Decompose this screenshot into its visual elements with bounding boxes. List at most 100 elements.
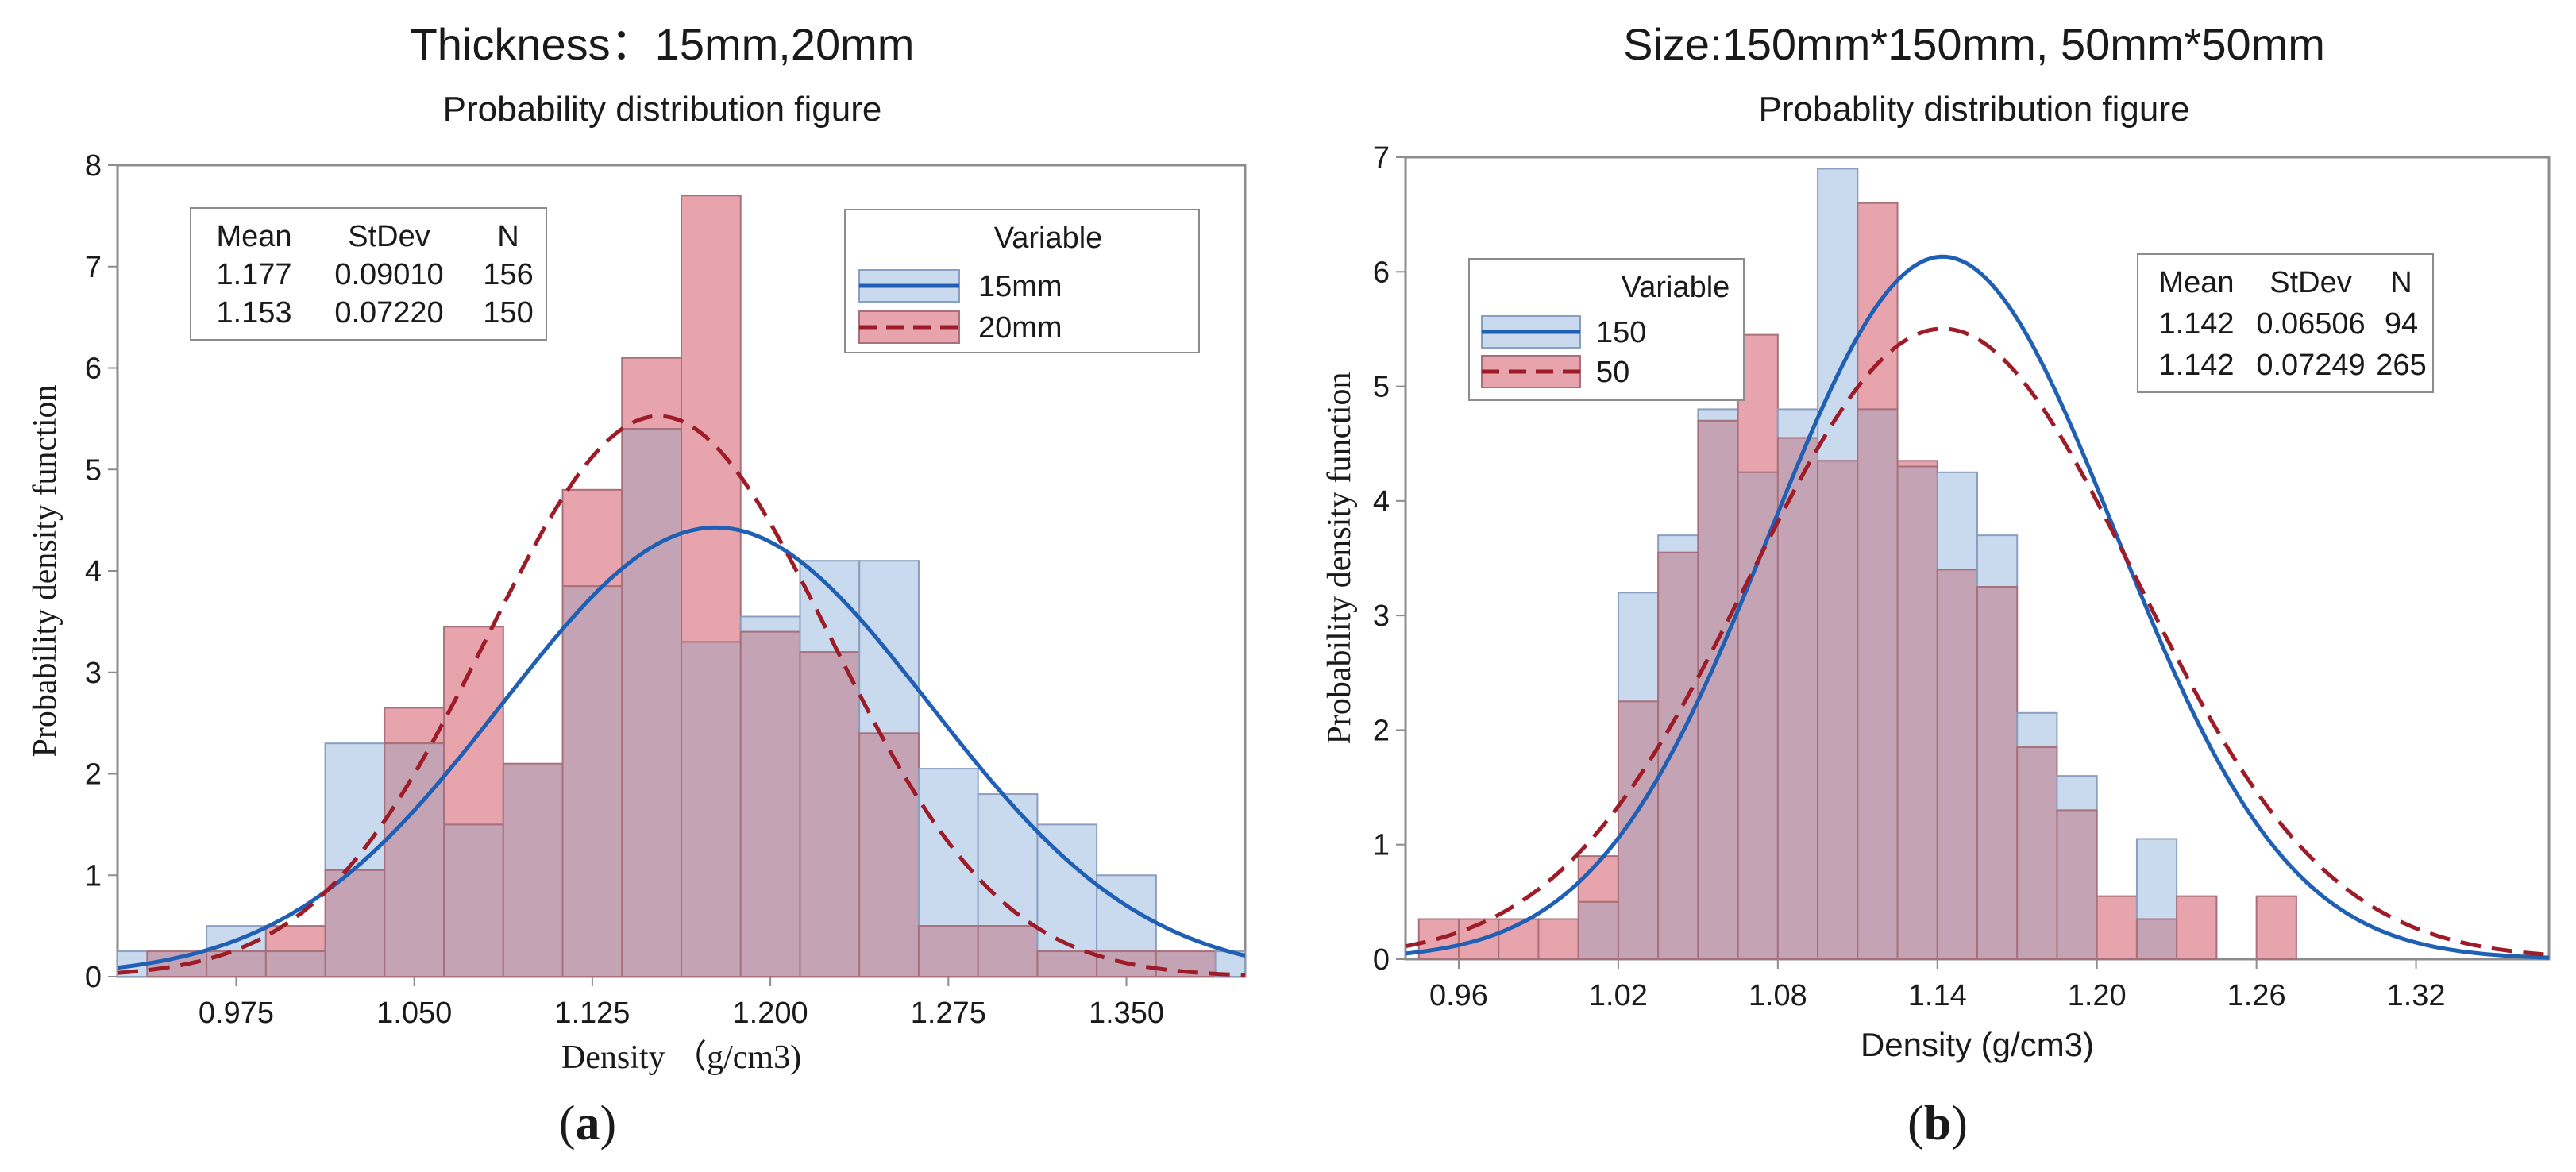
histogram-bar-150 — [1657, 534, 1699, 553]
chart-a-legend: Variable 15mm 20mm — [844, 209, 1200, 353]
y-tick-label: 0 — [1373, 943, 1390, 977]
histogram-bar-overlap — [681, 641, 742, 977]
histogram-bar-overlap — [1577, 900, 1619, 961]
chart-a-x-axis-label: Density （g/cm3) — [561, 1039, 801, 1076]
legend-title: Variable — [994, 222, 1103, 255]
density-curve-150 — [1405, 254, 2550, 960]
chart-a-title: Thickness：15mm,20mm — [411, 19, 915, 69]
histogram-bar-150 — [1976, 534, 2019, 588]
legend-label-150: 150 — [1596, 316, 1646, 349]
histogram-bar-50 — [2096, 895, 2138, 960]
histogram-bar-15mm — [1096, 874, 1157, 953]
histogram-bar-overlap — [561, 585, 623, 977]
chart-a: Thickness：15mm,20mm Probability distribu… — [27, 19, 1247, 1151]
stats-row2-stdev: 0.07220 — [334, 296, 443, 330]
legend-title: Variable — [1622, 271, 1730, 304]
stats-row1-mean: 1.142 — [2158, 307, 2234, 341]
legend-label-50: 50 — [1596, 356, 1629, 389]
histogram-bar-overlap — [739, 630, 801, 978]
y-tick-label: 2 — [85, 758, 102, 792]
y-tick-label: 4 — [1373, 485, 1390, 519]
y-tick-label: 5 — [85, 453, 102, 487]
histogram-bar-overlap — [1857, 408, 1899, 960]
chart-b-legend: Variable 150 50 — [1468, 258, 1745, 401]
histogram-bar-overlap — [1817, 460, 1859, 960]
density-curve-20mm — [117, 414, 1246, 977]
histogram-bar-50 — [2176, 895, 2218, 960]
histogram-bar-overlap — [2135, 918, 2178, 960]
histogram-bar-overlap — [1776, 437, 1819, 960]
histogram-bar-overlap — [1936, 569, 1978, 961]
stats-row1-stdev: 0.06506 — [2256, 307, 2365, 341]
stats-row2-mean: 1.142 — [2158, 349, 2234, 382]
histogram-bar-overlap — [443, 823, 504, 977]
stats-row2-stdev: 0.07249 — [2256, 349, 2365, 382]
chart-b-x-axis: 0.96 1.02 1.08 1.14 1.20 1.26 1.32 — [1429, 959, 2446, 1012]
stats-row1-n: 156 — [483, 258, 533, 291]
y-tick-label: 2 — [1373, 714, 1390, 747]
histogram-bar-overlap — [917, 925, 979, 977]
chart-b-y-axis-label: Probability density function — [1321, 372, 1358, 745]
chart-b-y-axis: 0 1 2 3 4 5 6 7 — [1373, 141, 1406, 977]
chart-a-y-axis-label: Probability density function — [27, 385, 64, 758]
chart-b-stats-box: Mean StDev N 1.142 0.06506 94 1.142 0.07… — [2137, 253, 2434, 393]
density-curve-15mm — [117, 525, 1246, 970]
histogram-bar-overlap — [384, 742, 445, 977]
y-tick-label: 8 — [85, 149, 102, 183]
histogram-bar-150 — [2056, 775, 2098, 812]
caption-b: (b) — [1907, 1097, 1968, 1151]
histogram-bar-50 — [1537, 918, 1579, 960]
chart-b-curves — [1405, 254, 2550, 960]
x-tick-label: 0.96 — [1429, 979, 1488, 1012]
caption-a-open-paren: ( — [559, 1097, 576, 1151]
histogram-bar-overlap — [1976, 586, 2019, 960]
x-tick-label: 1.275 — [911, 997, 986, 1030]
histogram-bar-overlap — [1896, 465, 1938, 960]
histogram-bar-overlap — [146, 950, 208, 977]
chart-a-curves — [117, 414, 1246, 977]
histogram-bar-overlap — [1036, 950, 1098, 977]
chart-a-bars — [117, 195, 1247, 978]
caption-a-letter: a — [576, 1097, 600, 1151]
caption-b-open-paren: ( — [1907, 1097, 1924, 1151]
caption-a: (a) — [559, 1097, 616, 1151]
histogram-bar-overlap — [502, 762, 564, 977]
histogram-bar-overlap — [858, 732, 920, 978]
y-tick-label: 4 — [85, 555, 102, 588]
histogram-bar-20mm — [681, 195, 742, 643]
histogram-bar-15mm — [917, 768, 979, 927]
x-tick-label: 1.08 — [1749, 979, 1807, 1012]
stats-header-n: N — [497, 220, 519, 253]
stats-header-stdev: StDev — [348, 220, 430, 253]
histogram-bar-150 — [2135, 838, 2178, 920]
chart-b-title: Size:150mm*150mm, 50mm*50mm — [1623, 19, 2325, 69]
chart-a-stats-box: Mean StDev N 1.177 0.09010 156 1.153 0.0… — [190, 207, 547, 341]
y-tick-label: 7 — [85, 251, 102, 284]
histogram-bar-overlap — [1737, 471, 1779, 960]
y-tick-label: 7 — [1373, 141, 1390, 175]
stats-row1-mean: 1.177 — [216, 258, 291, 291]
histogram-bar-overlap — [1657, 551, 1699, 960]
stats-row1-n: 94 — [2385, 307, 2418, 341]
caption-a-close-paren: ) — [600, 1097, 617, 1151]
chart-a-subtitle: Probability distribution figure — [443, 90, 882, 129]
x-tick-label: 1.26 — [2227, 979, 2286, 1012]
density-curve-50 — [1405, 326, 2550, 957]
histogram-bar-15mm — [739, 615, 801, 633]
y-tick-label: 3 — [85, 657, 102, 690]
chart-b-subtitle: Probablity distribution figure — [1759, 90, 2190, 129]
histogram-bar-150 — [1617, 592, 1660, 703]
chart-b-bars — [1417, 168, 2297, 961]
stats-row2-mean: 1.153 — [216, 296, 291, 330]
x-tick-label: 0.975 — [199, 997, 274, 1030]
histogram-bar-20mm — [561, 488, 623, 588]
histogram-bar-overlap — [264, 950, 326, 977]
y-tick-label: 1 — [85, 859, 102, 892]
histogram-bar-50 — [1896, 460, 1938, 468]
stats-header-mean: Mean — [216, 220, 291, 253]
x-tick-label: 1.20 — [2068, 979, 2127, 1012]
legend-label-15mm: 15mm — [978, 270, 1062, 303]
histogram-bar-overlap — [799, 651, 861, 977]
chart-b-x-axis-label: Density (g/cm3) — [1861, 1026, 2094, 1063]
